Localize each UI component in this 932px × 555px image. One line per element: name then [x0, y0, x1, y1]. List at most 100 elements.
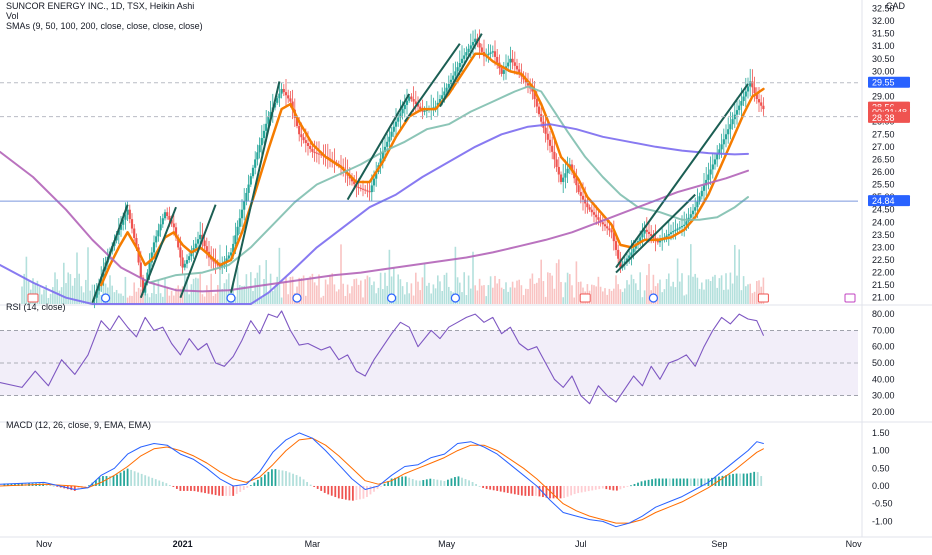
candle-body	[170, 219, 173, 224]
volume-bar	[120, 293, 122, 304]
macd-tick-label: 0.00	[872, 481, 890, 491]
candle-body	[361, 188, 365, 190]
time-tick-label: Nov	[846, 539, 863, 549]
macd-histogram-bar	[411, 479, 414, 486]
macd-histogram-bar	[457, 476, 460, 486]
candle-body	[676, 228, 679, 230]
macd-histogram-bar	[330, 485, 333, 496]
candle-body	[672, 231, 675, 233]
candle-body	[447, 83, 450, 88]
volume-bar	[135, 291, 138, 304]
volume-bar	[269, 273, 272, 304]
candle-body	[733, 114, 736, 120]
volume-bar	[331, 273, 333, 304]
volume-bar	[300, 277, 303, 304]
macd-histogram-bar	[598, 485, 601, 490]
candle-body	[295, 117, 299, 127]
price-tick-label: 31.50	[872, 29, 895, 39]
candle-body	[227, 255, 230, 259]
macd-histogram-bar	[742, 473, 745, 486]
earnings-marker	[27, 293, 39, 303]
volume-bar	[525, 288, 527, 304]
volume-bar	[267, 292, 270, 304]
volume-bar	[320, 297, 322, 304]
candle-body	[276, 98, 279, 103]
volume-bar	[41, 294, 43, 304]
macd-histogram-bar	[158, 480, 161, 486]
candle-body	[196, 239, 200, 244]
candle-body	[278, 93, 281, 99]
candle-body	[397, 117, 400, 122]
volume-bar	[736, 275, 738, 304]
macd-histogram-bar	[468, 480, 470, 486]
volume-bar	[712, 276, 714, 304]
volume-bar	[694, 273, 696, 304]
macd-histogram-bar	[439, 480, 442, 486]
macd-histogram-bar	[376, 485, 379, 490]
volume-bar	[43, 289, 45, 304]
candle-body	[500, 68, 503, 74]
macd-histogram-bar	[552, 485, 555, 499]
candle-body	[564, 173, 567, 178]
macd-histogram-bar	[302, 479, 305, 486]
macd-histogram-bar	[735, 473, 738, 486]
volume-bar	[639, 272, 641, 304]
volume-bar	[720, 275, 723, 304]
volume-bar	[670, 286, 672, 304]
earnings-marker	[757, 293, 769, 303]
volume-bar	[278, 247, 281, 304]
macd-histogram-bar	[119, 472, 122, 486]
candle-body	[537, 106, 541, 115]
macd-histogram-bar	[179, 485, 182, 491]
volume-bar	[439, 281, 441, 304]
candle-body	[383, 146, 387, 152]
macd-histogram-bar	[538, 485, 541, 497]
candle-body	[711, 164, 714, 170]
volume-bar	[404, 294, 406, 304]
volume-bar	[478, 278, 481, 304]
candle-body	[190, 252, 193, 257]
macd-histogram-bar	[204, 485, 206, 494]
volume-bar	[714, 274, 716, 304]
candle-body	[394, 121, 398, 127]
volume-bar	[555, 263, 558, 304]
volume-bar	[672, 281, 674, 304]
volume-bar	[494, 275, 496, 304]
candle-body	[608, 228, 611, 231]
sma-label: SMAs (9, 50, 100, 200, close, close, clo…	[6, 21, 203, 31]
price-tick-label: 27.00	[872, 142, 895, 152]
macd-histogram-bar	[355, 485, 358, 501]
candle-body	[465, 52, 468, 56]
candle-body	[658, 240, 662, 243]
macd-tick-label: 1.50	[872, 428, 890, 438]
candle-body	[515, 65, 519, 70]
candle-body	[696, 201, 699, 208]
volume-bar	[577, 281, 580, 304]
candle-body	[526, 82, 530, 86]
macd-histogram-bar	[461, 477, 463, 486]
candle-body	[379, 158, 382, 166]
candle-body	[650, 234, 653, 237]
candle-body	[320, 154, 323, 156]
volume-bar	[459, 282, 461, 304]
candle-body	[691, 210, 695, 215]
candle-body	[755, 93, 758, 100]
event-marker	[579, 293, 591, 303]
candle-body	[707, 174, 710, 180]
macd-histogram-bar	[510, 485, 513, 494]
rsi-tick-label: 50.00	[872, 358, 895, 368]
candle-body	[443, 91, 446, 96]
volume-bar	[102, 276, 105, 304]
trend-line	[346, 93, 411, 201]
candle-body	[146, 272, 149, 283]
volume-bar	[362, 297, 364, 304]
candle-body	[689, 214, 692, 218]
volume-bar	[232, 281, 234, 304]
candle-body	[610, 230, 613, 233]
candle-body	[458, 63, 461, 68]
volume-bar	[58, 290, 61, 304]
volume-bar	[305, 295, 307, 304]
volume-bar	[503, 289, 505, 304]
volume-bar	[258, 265, 261, 304]
